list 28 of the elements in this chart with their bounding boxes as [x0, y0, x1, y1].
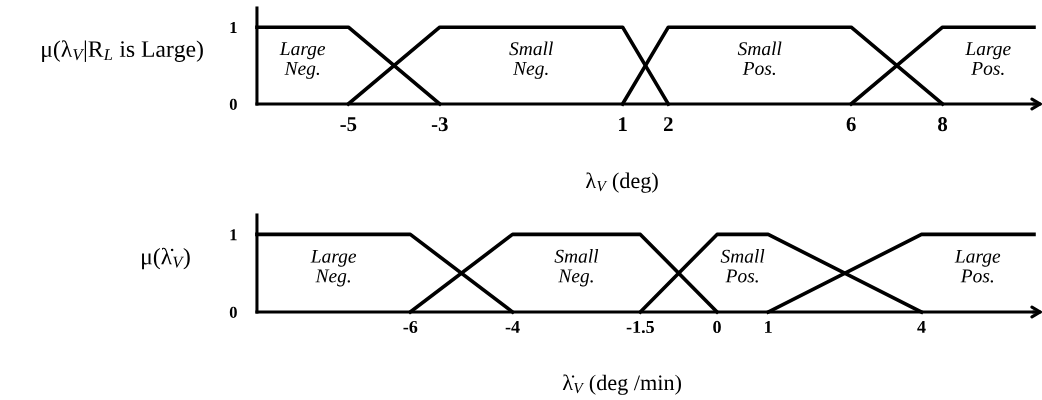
- x-tick-label: -6: [403, 320, 418, 334]
- y-tick-label: 1: [230, 21, 237, 33]
- series-label: Small Neg.: [509, 41, 553, 79]
- x-tick-label: 6: [846, 117, 856, 132]
- x-axis-title: λ$_{V}$ (deg): [585, 172, 658, 193]
- x-tick-label: -1.5: [626, 320, 654, 334]
- x-tick-label: 1: [765, 320, 772, 333]
- x-axis-title: λ̇$_{V}$ (deg /min): [562, 374, 681, 395]
- series-label: Large Neg.: [279, 42, 326, 79]
- x-tick-label: 0: [713, 320, 721, 334]
- x-tick-label: 8: [938, 117, 948, 132]
- x-tick-label: 1: [619, 117, 627, 131]
- y-tick-label: 0: [229, 306, 237, 318]
- y-tick-label: 1: [230, 229, 237, 241]
- x-tick-label: 2: [663, 117, 673, 131]
- series-label: Small Neg.: [554, 249, 599, 287]
- series-label: Small Pos.: [737, 41, 782, 76]
- series-label: Large Pos.: [965, 42, 1011, 76]
- x-tick-label: -4: [505, 320, 520, 333]
- series-label: Small Pos.: [720, 249, 765, 283]
- series-label: Large Neg.: [310, 249, 357, 287]
- y-tick-label: 0: [229, 98, 237, 110]
- y-axis-title: μ(λ̇$_{V}$): [142, 247, 190, 270]
- series-label: Large Pos.: [954, 249, 1001, 283]
- y-axis-title: μ(λ$_{V}$|R$_{L}$ is Large): [42, 40, 203, 62]
- x-tick-label: -3: [431, 117, 448, 132]
- x-tick-label: 4: [917, 320, 926, 333]
- x-tick-label: -5: [340, 117, 357, 132]
